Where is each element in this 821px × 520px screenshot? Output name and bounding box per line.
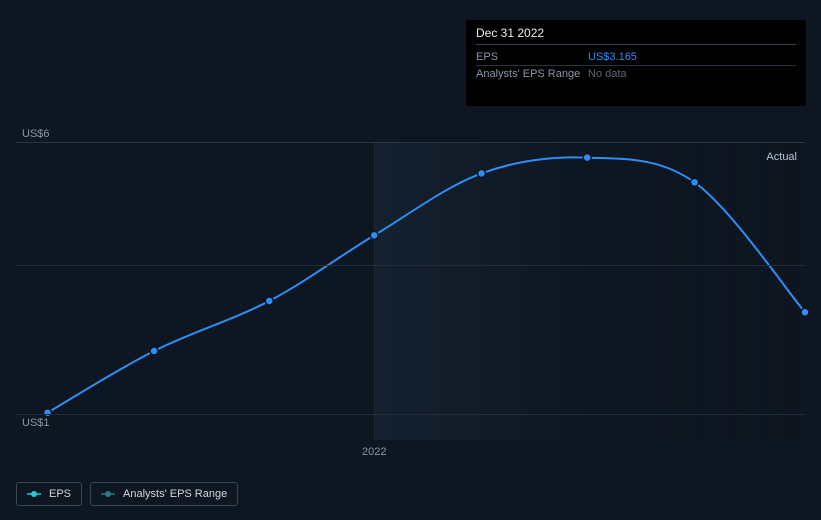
legend-item-range[interactable]: Analysts' EPS Range: [90, 482, 238, 506]
grid-line: [16, 414, 805, 415]
legend-label: Analysts' EPS Range: [123, 488, 227, 500]
eps-point[interactable]: [691, 178, 699, 186]
tooltip: Dec 31 2022 EPSUS$3.165Analysts' EPS Ran…: [466, 20, 806, 106]
legend: EPS Analysts' EPS Range: [16, 482, 238, 506]
legend-swatch-icon: [27, 491, 41, 497]
tooltip-value: No data: [588, 68, 627, 80]
eps-point[interactable]: [583, 154, 591, 162]
chart-svg: [16, 143, 805, 441]
eps-point[interactable]: [370, 231, 378, 239]
legend-item-eps[interactable]: EPS: [16, 482, 82, 506]
eps-point[interactable]: [150, 347, 158, 355]
tooltip-row: EPSUS$3.165: [476, 49, 796, 66]
legend-label: EPS: [49, 488, 71, 500]
tooltip-rows: EPSUS$3.165Analysts' EPS RangeNo data: [476, 49, 796, 82]
tooltip-title: Dec 31 2022: [476, 26, 796, 45]
y-tick-label: US$6: [22, 128, 62, 140]
y-tick-label: US$1: [22, 417, 62, 429]
tooltip-value: US$3.165: [588, 51, 637, 63]
eps-point[interactable]: [801, 308, 809, 316]
eps-point[interactable]: [478, 169, 486, 177]
grid-line: [16, 265, 805, 266]
tooltip-key: EPS: [476, 51, 588, 63]
eps-point[interactable]: [265, 297, 273, 305]
legend-swatch-icon: [101, 491, 115, 497]
tooltip-key: Analysts' EPS Range: [476, 68, 588, 80]
eps-line: [48, 157, 805, 412]
plot-area: Actual: [16, 142, 805, 440]
eps-point[interactable]: [44, 409, 52, 417]
x-tick-label: 2022: [362, 446, 386, 458]
tooltip-row: Analysts' EPS RangeNo data: [476, 66, 796, 82]
